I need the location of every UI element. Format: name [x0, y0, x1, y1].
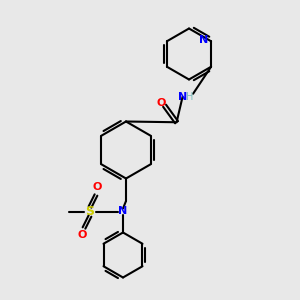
Text: O: O: [78, 230, 87, 241]
Text: O: O: [93, 182, 102, 193]
Text: S: S: [85, 205, 94, 218]
Text: H: H: [186, 92, 194, 102]
Text: N: N: [178, 92, 187, 102]
Text: N: N: [118, 206, 127, 217]
Text: N: N: [199, 35, 208, 45]
Text: O: O: [157, 98, 166, 108]
